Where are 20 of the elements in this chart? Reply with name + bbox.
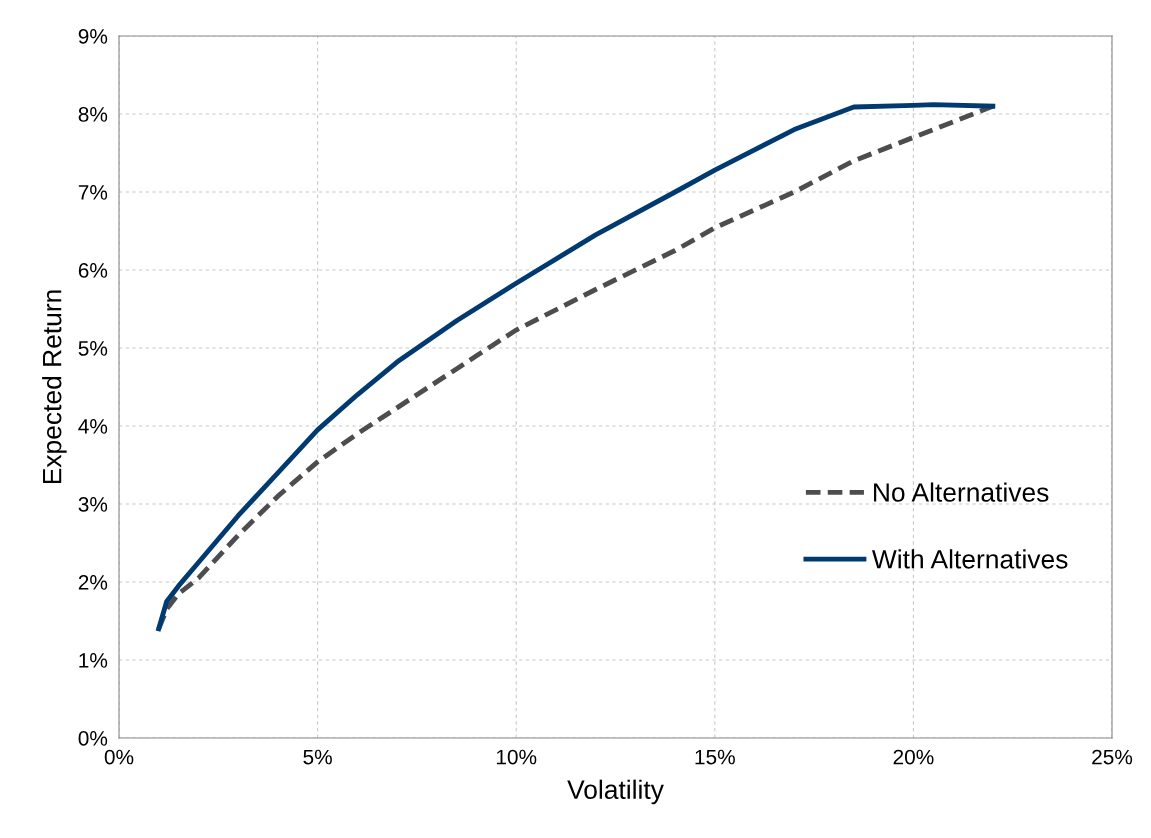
x-tick-label: 5% bbox=[303, 749, 332, 765]
y-tick-label: 2% bbox=[78, 575, 108, 590]
legend-label: No Alternatives bbox=[874, 482, 1049, 502]
y-tick-label: 0% bbox=[78, 731, 108, 746]
y-tick-label: 4% bbox=[78, 419, 108, 434]
x-axis-title: Volatility bbox=[567, 779, 664, 805]
y-tick-label: 8% bbox=[78, 107, 108, 122]
x-tick-label: 20% bbox=[893, 749, 934, 765]
y-tick-label: 6% bbox=[78, 263, 108, 278]
x-tick-label: 10% bbox=[496, 749, 537, 765]
y-tick-label: 7% bbox=[78, 185, 108, 200]
x-tick-label: 25% bbox=[1092, 749, 1133, 765]
y-tick-label: 9% bbox=[78, 29, 108, 44]
y-tick-label: 1% bbox=[79, 653, 108, 668]
x-tick-label: 15% bbox=[695, 749, 735, 765]
x-tick-label: 0% bbox=[104, 749, 134, 765]
y-axis-title: Expected Return bbox=[42, 290, 67, 484]
y-tick-label: 3% bbox=[78, 497, 108, 512]
legend-label: With Alternatives bbox=[871, 549, 1068, 569]
y-tick-label: 5% bbox=[78, 341, 108, 356]
